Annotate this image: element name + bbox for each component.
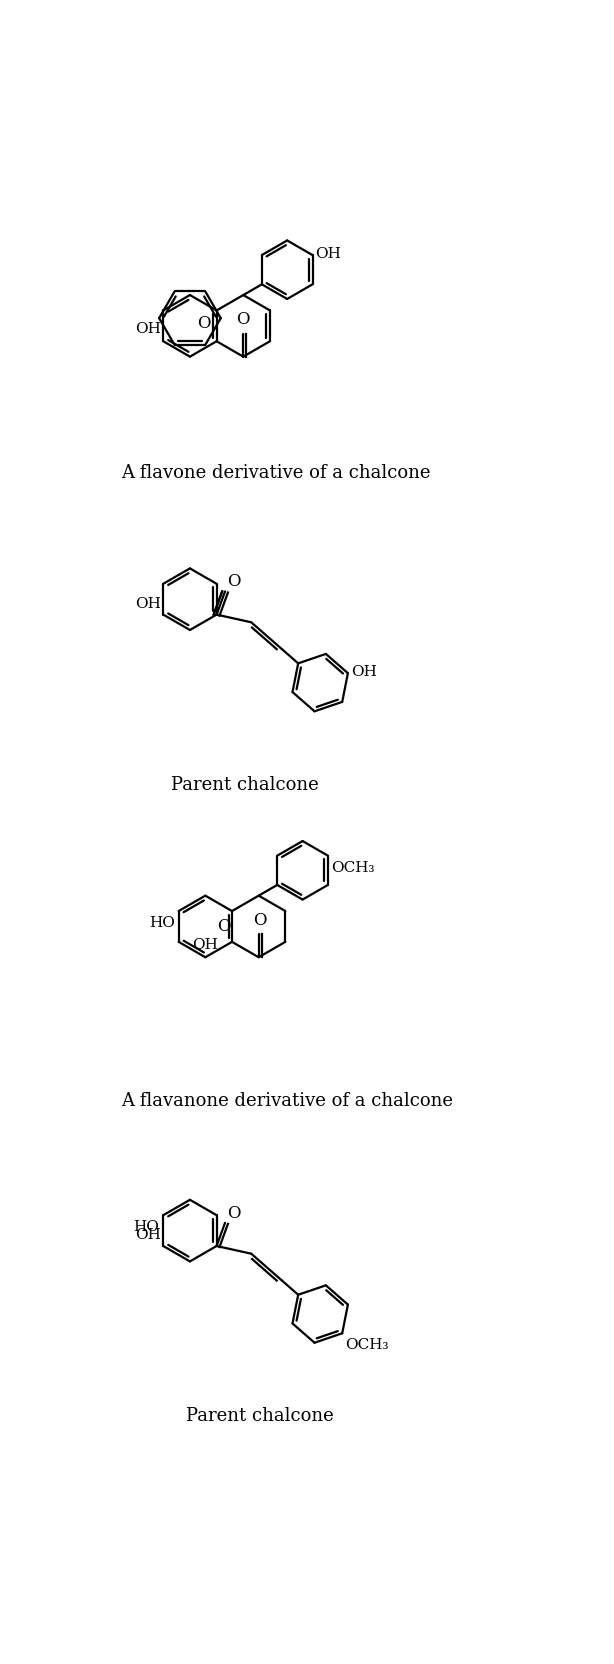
Text: A flavone derivative of a chalcone: A flavone derivative of a chalcone	[120, 464, 430, 483]
Text: O: O	[227, 1203, 241, 1221]
Text: OCH₃: OCH₃	[345, 1338, 389, 1351]
Text: A flavanone derivative of a chalcone: A flavanone derivative of a chalcone	[120, 1092, 453, 1108]
Text: O: O	[217, 917, 230, 935]
Text: O: O	[227, 572, 241, 589]
Text: O: O	[254, 912, 267, 929]
Text: Parent chalcone: Parent chalcone	[171, 775, 319, 794]
Text: OH: OH	[351, 664, 377, 679]
Text: OH: OH	[135, 1228, 161, 1241]
Text: Parent chalcone: Parent chalcone	[186, 1406, 334, 1424]
Text: OH: OH	[135, 321, 161, 336]
Text: HO: HO	[133, 1220, 160, 1233]
Text: OH: OH	[316, 246, 341, 261]
Text: HO: HO	[149, 915, 175, 929]
Text: OH: OH	[135, 597, 161, 611]
Text: O: O	[236, 311, 250, 328]
Text: OCH₃: OCH₃	[331, 860, 375, 874]
Text: O: O	[197, 314, 211, 333]
Text: OH: OH	[192, 937, 218, 952]
